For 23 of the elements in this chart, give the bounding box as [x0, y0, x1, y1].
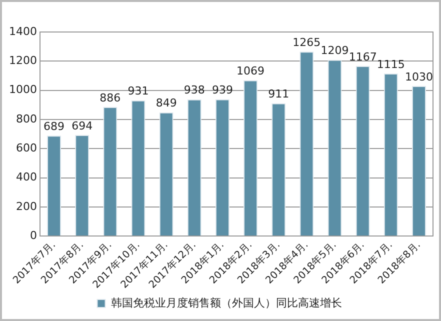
data-label: 694 [72, 119, 93, 132]
data-label: 931 [128, 84, 149, 98]
y-tick-label: 200 [16, 200, 37, 213]
legend-label: 韩国免税业月度销售额（外国人）同比高速增长 [110, 296, 342, 310]
data-label: 1115 [376, 58, 405, 71]
y-tick-label: 0 [30, 228, 37, 242]
data-label: 849 [156, 96, 177, 110]
data-label: 939 [212, 84, 233, 97]
data-label: 938 [184, 84, 205, 97]
data-label: 1167 [348, 50, 377, 64]
data-label: 689 [44, 120, 65, 134]
data-label: 911 [268, 88, 290, 101]
y-tick-label: 400 [16, 170, 37, 184]
data-label: 1265 [292, 36, 321, 50]
y-tick-label: 600 [16, 142, 37, 155]
y-tick-label: 1000 [8, 83, 37, 96]
data-label: 1069 [236, 64, 265, 78]
y-tick-label: 1400 [8, 24, 37, 38]
data-label: 886 [100, 91, 121, 104]
y-tick-label: 1200 [8, 54, 37, 68]
data-label: 1030 [404, 70, 433, 84]
data-label: 1209 [320, 44, 349, 58]
y-tick-label: 800 [16, 112, 37, 126]
